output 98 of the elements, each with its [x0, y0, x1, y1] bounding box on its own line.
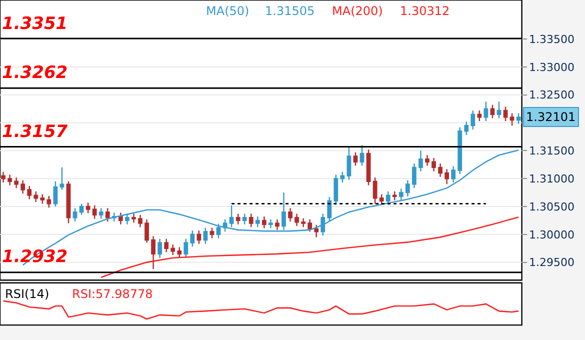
candlestick — [444, 168, 450, 185]
y-tick-label: 1.30500 — [529, 200, 575, 214]
candlestick — [177, 246, 182, 258]
candlestick — [490, 104, 495, 119]
candlestick — [92, 204, 97, 220]
candlestick — [236, 213, 240, 225]
candlestick — [196, 230, 202, 244]
candlestick — [14, 176, 18, 189]
annotation: 1.30312 — [400, 4, 450, 18]
candlestick — [366, 148, 371, 186]
candlestick — [398, 188, 404, 201]
y-tick-label: 1.29500 — [529, 256, 575, 270]
candlestick — [275, 218, 280, 231]
y-tick-label: 1.33500 — [529, 32, 575, 46]
y-tick-label: 1.31500 — [529, 144, 575, 158]
candlestick — [105, 208, 110, 222]
candlestick — [346, 146, 352, 180]
candlestick — [268, 218, 273, 229]
candlestick — [86, 202, 90, 214]
candlestick — [8, 174, 12, 186]
candlestick — [327, 196, 332, 222]
candlestick — [464, 121, 469, 136]
candlestick — [392, 190, 397, 201]
candlestick — [216, 223, 221, 239]
candlestick — [438, 162, 442, 178]
candlestick — [262, 216, 266, 229]
candlestick — [132, 213, 136, 224]
candlestick — [255, 216, 260, 228]
candlestick — [27, 185, 32, 200]
candlestick — [170, 244, 176, 256]
candlestick — [340, 171, 345, 184]
candlestick — [164, 238, 169, 253]
candlestick — [412, 162, 416, 189]
candlestick — [144, 218, 149, 244]
candlestick — [79, 203, 84, 216]
candlestick — [158, 238, 162, 258]
text: MA(200) — [332, 4, 383, 18]
candlestick — [418, 150, 423, 172]
candlestick — [1, 171, 6, 184]
candlestick — [229, 204, 234, 228]
candlestick — [432, 157, 436, 172]
candlestick — [503, 106, 508, 122]
candlestick — [138, 214, 142, 228]
candlestick — [53, 180, 58, 208]
candlestick — [496, 100, 502, 119]
candlestick — [360, 144, 364, 166]
candlestick — [301, 218, 306, 228]
candlestick — [425, 154, 430, 166]
candlestick — [510, 112, 514, 126]
ref-line-label: 1.3351 — [2, 14, 68, 34]
candlestick — [458, 126, 462, 175]
y-tick-label: 1.32500 — [529, 88, 575, 102]
candlestick — [405, 180, 410, 198]
candlestick — [60, 166, 64, 190]
text: 1.32101 — [526, 110, 576, 124]
text: MA(50) — [206, 4, 250, 18]
candlestick — [451, 166, 456, 184]
candlestick — [477, 110, 482, 122]
candlestick — [151, 235, 156, 270]
candlestick — [66, 180, 71, 224]
line-series — [100, 216, 520, 278]
candlestick — [294, 213, 299, 227]
candlestick — [484, 100, 488, 122]
y-tick-label: 1.30000 — [529, 228, 575, 242]
candlestick — [386, 190, 390, 206]
candlestick — [353, 152, 358, 166]
candlestick — [314, 224, 319, 238]
candlestick — [34, 190, 38, 203]
candlestick — [98, 208, 104, 220]
y-tick-label: 1.31000 — [529, 172, 575, 186]
candlestick — [210, 227, 214, 239]
candlestick — [184, 238, 188, 258]
chart-title: RSI(14) — [5, 287, 50, 301]
annotation: 1.31505 — [265, 4, 315, 18]
candlestick — [282, 192, 286, 231]
candlestick — [308, 218, 312, 232]
candlestick — [516, 112, 521, 124]
candlestick — [288, 208, 292, 222]
candlestick — [40, 194, 45, 204]
candlestick — [372, 176, 378, 204]
y-tick-label: 1.33000 — [529, 60, 575, 74]
series-label: RSI:57.98778 — [72, 287, 153, 301]
candlestick — [379, 194, 384, 206]
candlestick — [248, 213, 254, 228]
candlestick — [190, 230, 195, 248]
candlestick — [203, 227, 208, 244]
candlestick — [72, 208, 78, 222]
candlestick — [334, 174, 338, 206]
candlestick — [470, 110, 476, 130]
ref-line-label: 1.3157 — [2, 122, 68, 142]
candlestick — [118, 212, 123, 225]
candlestick — [242, 213, 247, 225]
candlestick — [320, 213, 326, 236]
ref-line-label: 1.3262 — [2, 63, 68, 83]
candlestick — [46, 195, 52, 208]
candlestick — [20, 180, 26, 194]
candlestick — [125, 213, 130, 225]
candlestick — [112, 212, 116, 222]
